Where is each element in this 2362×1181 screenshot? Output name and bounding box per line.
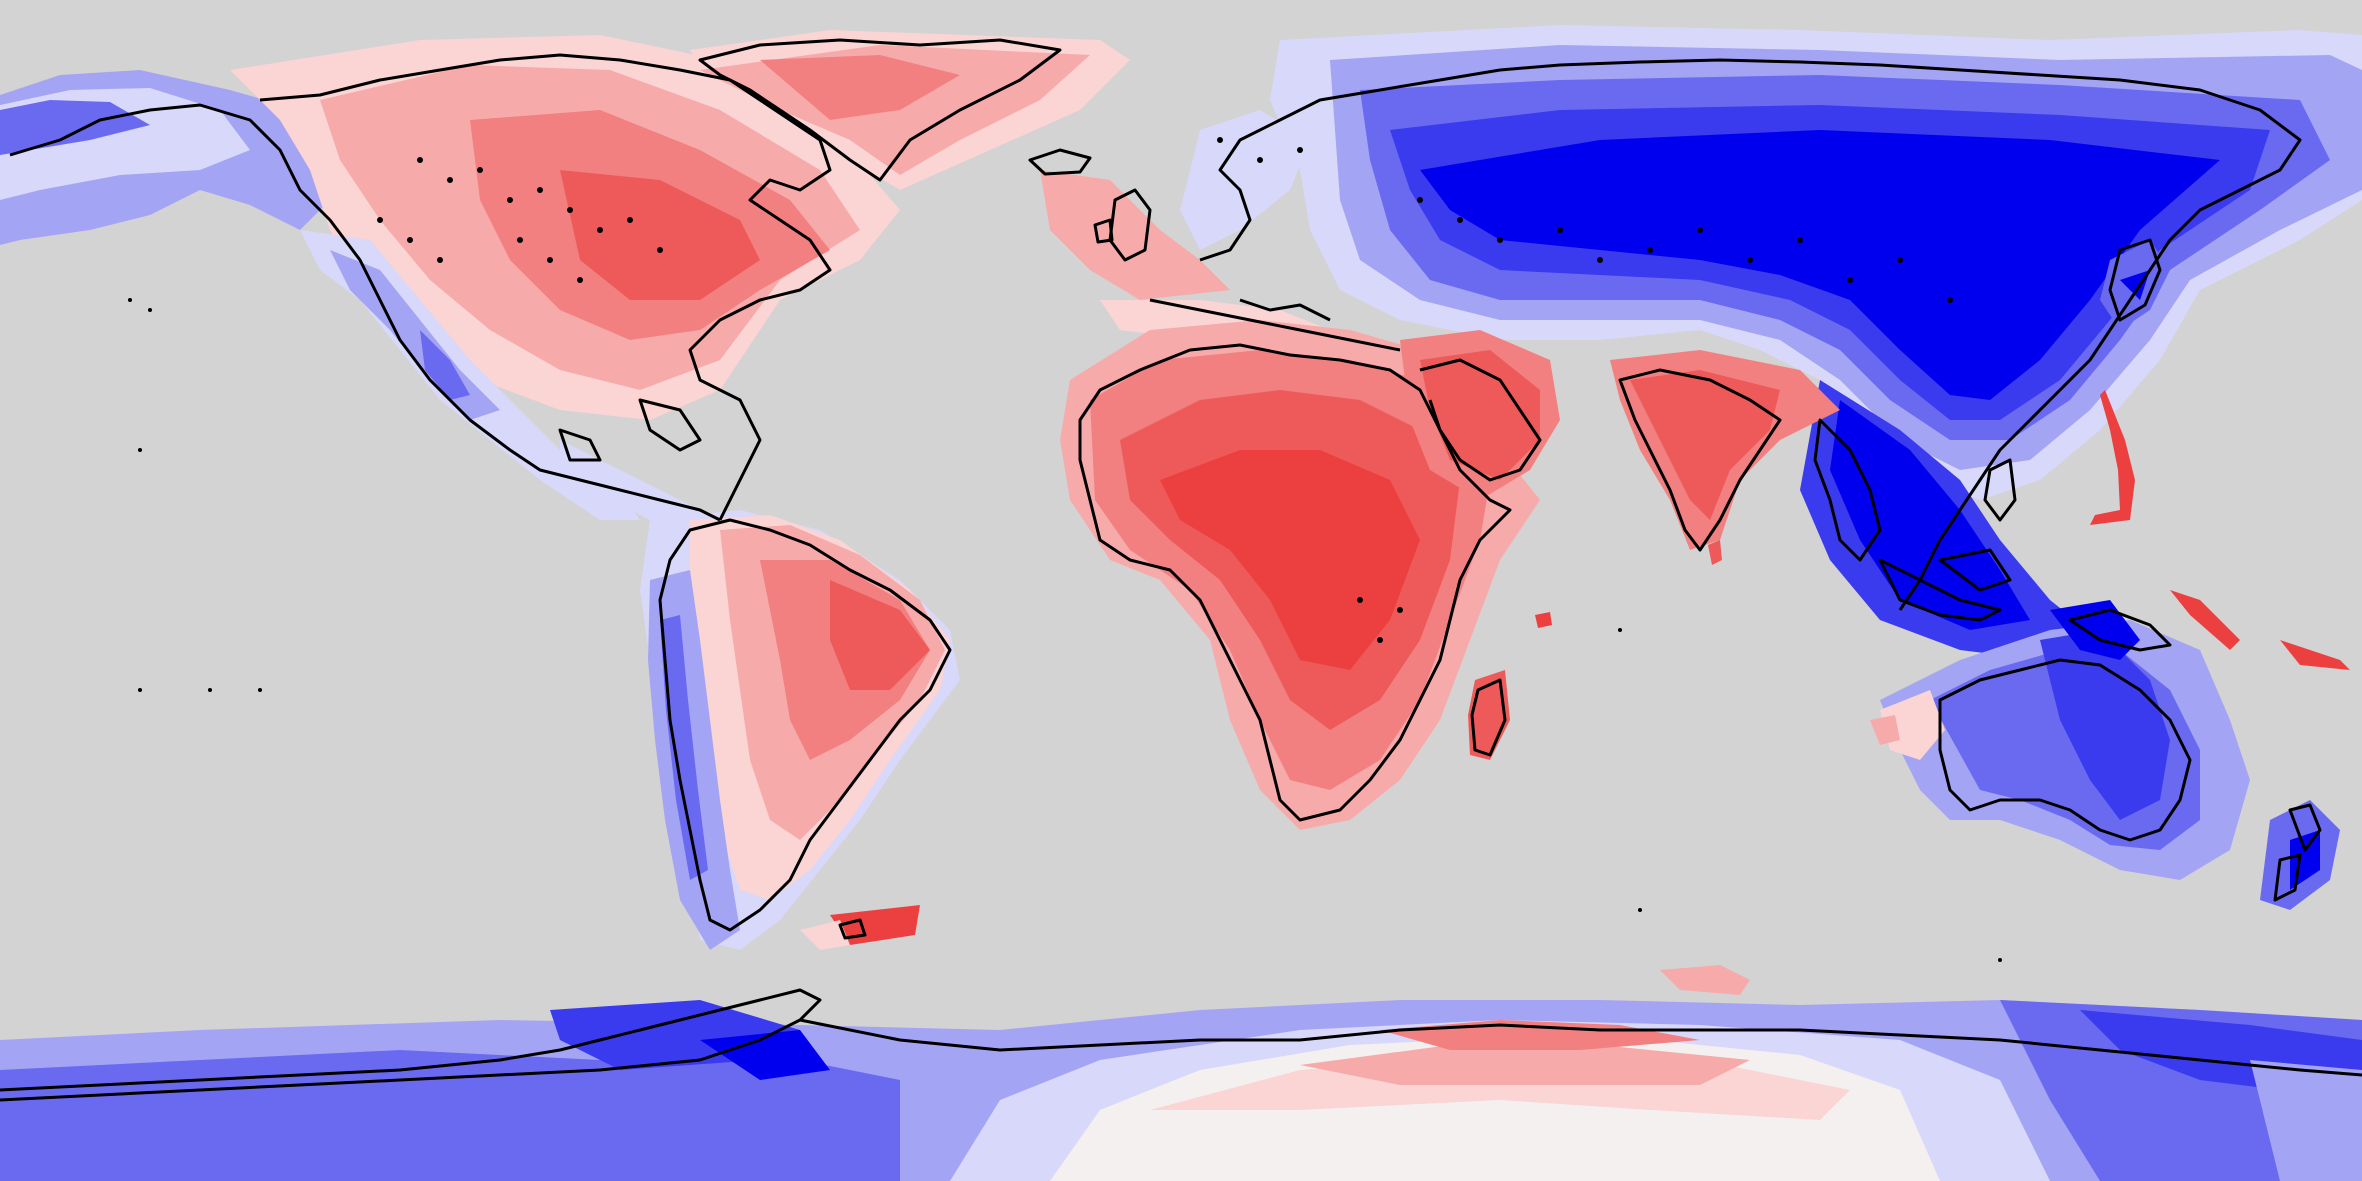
south-america-field (640, 510, 960, 950)
coastlines (0, 38, 2362, 1102)
greenland-field (690, 30, 1130, 190)
coastal-speckles (128, 137, 2002, 962)
north-america-field (0, 35, 900, 540)
antarctica-field (0, 1000, 2362, 1181)
eurasia-field (1270, 25, 2362, 660)
australia-field (1870, 390, 2350, 910)
southern-islands-field (1535, 612, 1750, 995)
